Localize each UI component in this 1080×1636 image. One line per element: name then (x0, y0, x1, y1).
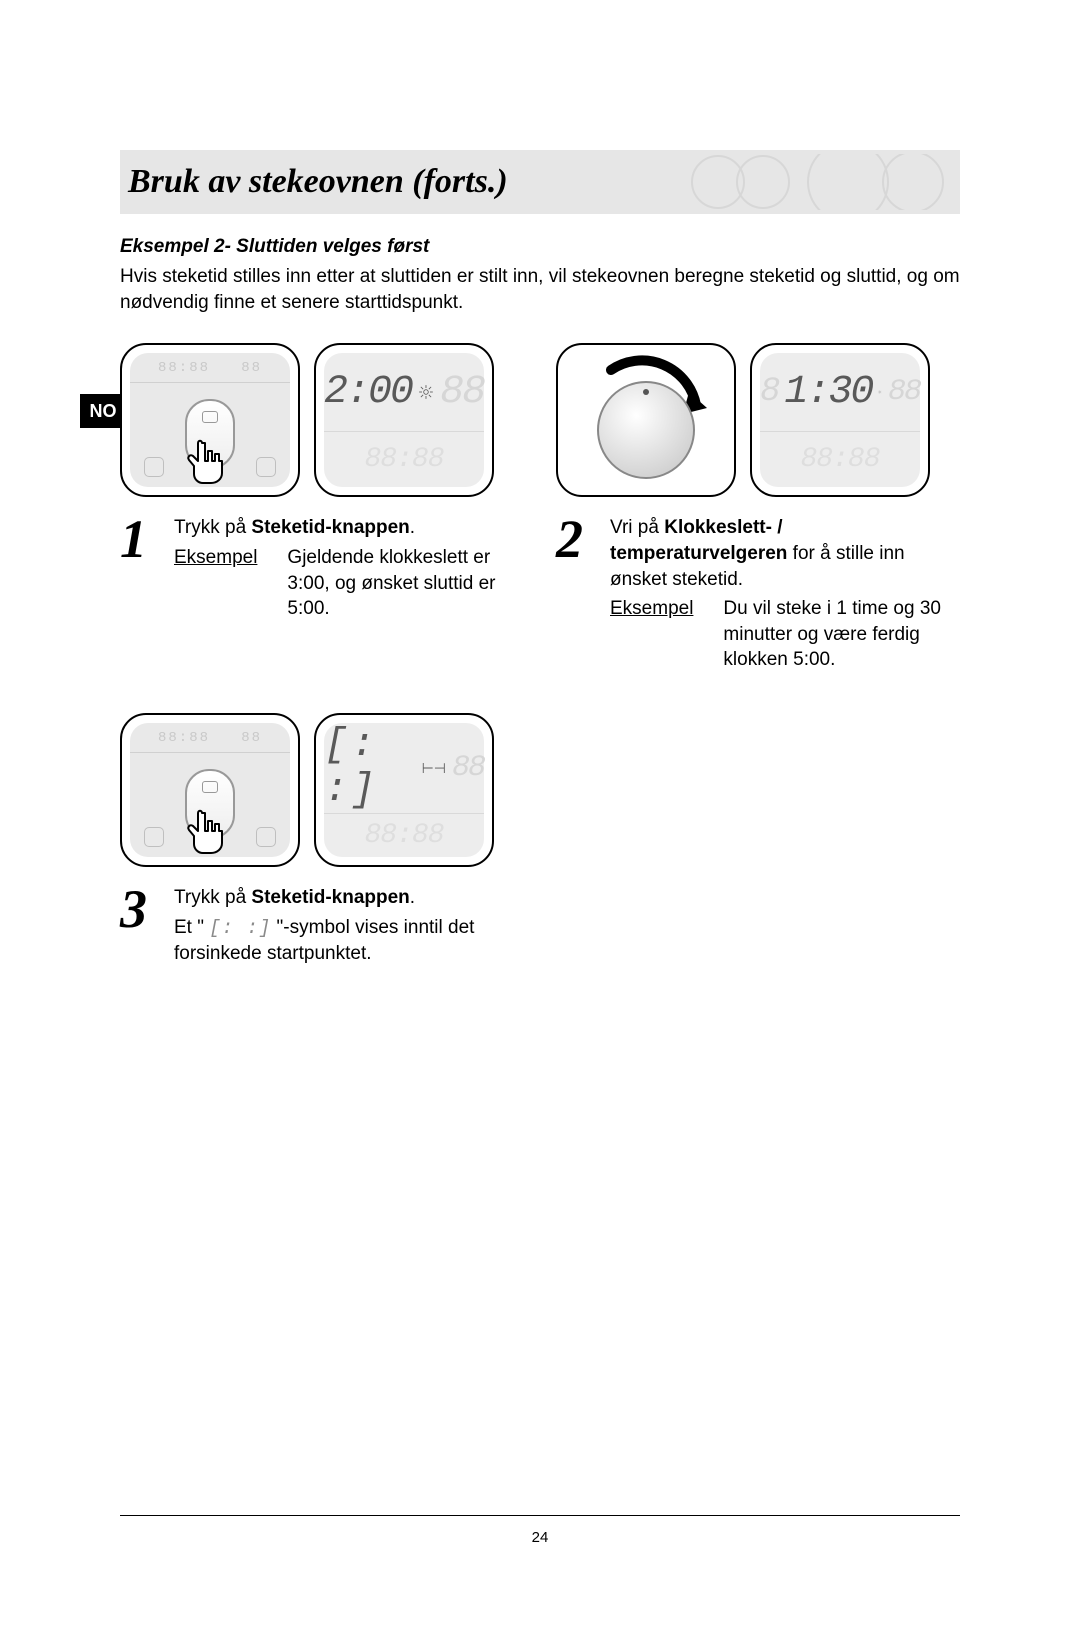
faded-bottom-display: 88:88 (324, 431, 484, 487)
step1-display-figure: 2:00 (314, 343, 494, 497)
dial-icon (571, 350, 721, 490)
title-bar: Bruk av stekeovnen (forts.) (120, 150, 960, 214)
step2-dial-figure (556, 343, 736, 497)
decorative-circles (688, 154, 948, 210)
step1-display-value: 2:00 (324, 370, 412, 415)
step-number: 2 (556, 515, 596, 673)
example-label: Eksempel (610, 596, 693, 673)
step3-display-figure: [: :] ⊢⊣ 88 88:88 (314, 713, 494, 867)
faded-bottom-display: 88:88 (324, 813, 484, 857)
step3-second-line: Et " [: :] "-symbol vises inntil det for… (174, 915, 540, 967)
intro-paragraph: Hvis steketid stilles inn etter at slutt… (120, 264, 960, 315)
faded-digits: 88 (440, 370, 484, 415)
example-label: Eksempel (174, 545, 257, 622)
step-number: 3 (120, 885, 160, 967)
step1-example-text: Gjeldende klokkeslett er 3:00, og ønsket… (287, 545, 524, 622)
step-2-column: 8 1:30 (556, 343, 960, 673)
step2-example-text: Du vil steke i 1 time og 30 minutter og … (723, 596, 960, 673)
step2-instruction: Vri på Klokkeslett- / temperaturvelgeren… (610, 515, 960, 592)
step2-display-figure: 8 1:30 (750, 343, 930, 497)
faded-digits: 88 (888, 375, 920, 409)
faded-display: 88:88 88 (130, 723, 290, 753)
page-title: Bruk av stekeovnen (forts.) (128, 163, 508, 201)
faded-digits: 88 (452, 751, 484, 785)
faded-bottom-display: 88:88 (760, 431, 920, 487)
small-icon (256, 457, 276, 477)
clock-mini-icon: ⊢⊣ (422, 760, 446, 777)
faded-display: 88:88 88 (130, 353, 290, 383)
small-icon (144, 827, 164, 847)
step3-display-value: [: :] (324, 723, 416, 813)
step-1-column: 88:88 88 (120, 343, 524, 673)
footer-rule (120, 1515, 960, 1516)
step1-instruction: Trykk på Steketid-knappen. (174, 515, 524, 541)
small-icon (144, 457, 164, 477)
small-icon (256, 827, 276, 847)
step-3-column: 88:88 88 [: :] (120, 713, 540, 967)
page-number: 24 (0, 1529, 1080, 1546)
inline-display-symbol: [: :] (209, 917, 271, 939)
step3-instruction: Trykk på Steketid-knappen. (174, 885, 540, 911)
faded-digits: 8 (760, 373, 778, 411)
step-number: 1 (120, 515, 160, 622)
blinking-icon (878, 378, 882, 406)
example-subheading: Eksempel 2- Sluttiden velges først (120, 236, 960, 258)
step1-panel-figure: 88:88 88 (120, 343, 300, 497)
step2-display-value: 1:30 (784, 370, 872, 415)
blinking-icon (418, 378, 434, 406)
step3-panel-figure: 88:88 88 (120, 713, 300, 867)
